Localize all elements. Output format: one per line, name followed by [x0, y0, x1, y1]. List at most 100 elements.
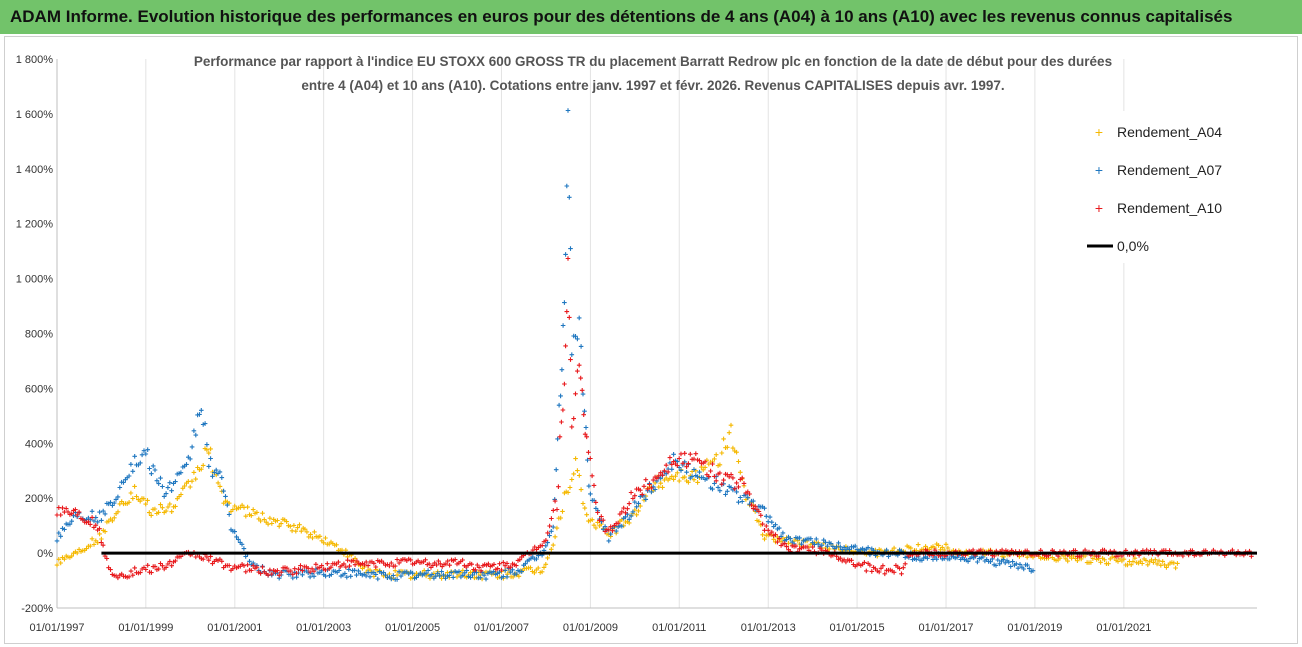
data-point — [543, 562, 549, 567]
data-point — [560, 509, 565, 514]
data-point — [429, 572, 435, 577]
data-point — [562, 381, 567, 387]
data-point — [435, 571, 440, 576]
data-point — [341, 561, 347, 567]
chart-frame: -200% 0% 200% 400% 600% 800% 1 000% 1 200% 1 400… — [4, 36, 1298, 644]
data-point — [334, 542, 339, 548]
data-point — [319, 563, 324, 568]
data-point — [554, 525, 560, 531]
data-point — [311, 568, 317, 574]
data-point — [695, 480, 700, 485]
data-point — [686, 461, 691, 466]
data-point — [448, 570, 454, 575]
data-point — [1098, 560, 1103, 565]
data-point — [329, 572, 334, 577]
data-point — [1006, 559, 1012, 565]
data-point — [56, 530, 62, 536]
data-point — [565, 256, 571, 261]
data-point — [638, 487, 643, 493]
data-point — [197, 412, 202, 417]
data-point — [862, 560, 867, 565]
data-point — [752, 504, 758, 509]
data-point — [254, 564, 260, 570]
data-point — [167, 480, 173, 485]
data-point — [138, 570, 143, 575]
data-point — [849, 558, 854, 563]
data-point — [67, 521, 73, 527]
data-point — [739, 475, 745, 481]
data-point — [623, 514, 628, 520]
data-point — [102, 529, 108, 534]
data-point — [154, 478, 160, 483]
data-point — [189, 478, 195, 484]
data-point — [130, 572, 136, 578]
data-point — [667, 455, 673, 460]
data-point — [221, 488, 226, 494]
data-point — [678, 451, 684, 457]
data-point — [163, 508, 169, 514]
data-point — [294, 570, 299, 576]
data-point — [169, 563, 174, 568]
data-point — [700, 467, 706, 473]
data-point — [636, 508, 641, 514]
data-point — [943, 542, 949, 547]
data-point — [184, 462, 189, 467]
data-point — [504, 574, 510, 580]
data-point — [717, 462, 723, 468]
data-point — [152, 467, 158, 473]
data-point — [643, 497, 649, 502]
data-point — [128, 568, 134, 574]
data-point — [63, 506, 69, 511]
data-point — [293, 528, 299, 534]
data-point — [312, 529, 317, 535]
data-point — [373, 564, 379, 570]
data-point — [864, 568, 869, 574]
data-point — [86, 519, 91, 525]
data-point — [588, 456, 593, 461]
data-point — [876, 569, 882, 575]
data-point — [439, 569, 444, 574]
data-point — [593, 500, 599, 505]
data-point — [290, 572, 296, 577]
data-point — [563, 343, 568, 349]
data-point — [247, 559, 252, 564]
x-tick-label: 01/01/2017 — [919, 622, 974, 634]
data-point — [141, 448, 147, 453]
data-point — [200, 556, 206, 562]
data-point — [111, 500, 117, 506]
data-point — [323, 535, 328, 541]
data-point — [156, 510, 161, 515]
data-point — [104, 556, 110, 561]
data-point — [623, 510, 628, 516]
data-point — [584, 512, 589, 517]
data-point — [230, 507, 236, 512]
data-point — [804, 544, 810, 550]
data-point — [356, 568, 361, 574]
data-point — [573, 456, 578, 461]
data-point — [726, 430, 732, 435]
data-point — [769, 529, 775, 535]
data-point — [1021, 566, 1026, 572]
data-point — [747, 491, 752, 497]
data-point — [728, 485, 734, 490]
data-point — [549, 516, 554, 521]
data-point — [391, 573, 396, 578]
x-tick-label: 01/01/2003 — [296, 622, 351, 634]
data-point — [217, 484, 223, 489]
data-point — [695, 474, 700, 479]
data-point — [345, 557, 350, 563]
data-point — [1008, 564, 1013, 569]
data-point — [970, 547, 976, 553]
data-point — [54, 562, 60, 568]
data-point — [437, 573, 442, 579]
data-point — [732, 486, 738, 492]
data-point — [365, 563, 371, 568]
data-point — [736, 499, 741, 505]
x-tick-label: 01/01/2001 — [207, 622, 262, 634]
data-point — [1160, 559, 1165, 564]
data-point — [600, 517, 606, 523]
data-point — [173, 504, 178, 509]
x-tick-label: 01/01/2007 — [474, 622, 529, 634]
legend-label-a10: Rendement_A10 — [1117, 200, 1222, 216]
data-point — [260, 510, 265, 516]
